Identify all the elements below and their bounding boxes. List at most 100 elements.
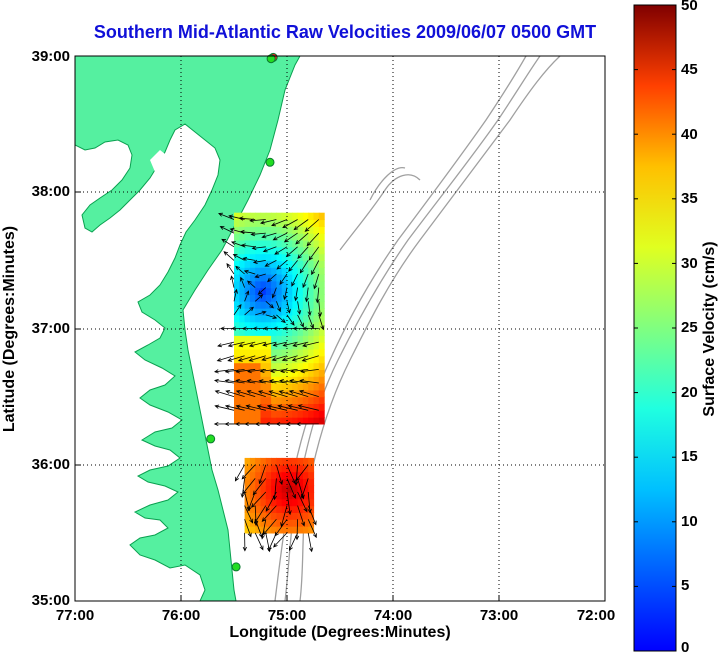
velocity-cell: [292, 328, 299, 336]
velocity-arrow: [268, 379, 288, 384]
velocity-cell: [308, 403, 315, 411]
velocity-cell: [318, 410, 325, 418]
velocity-cell: [255, 376, 262, 384]
velocity-cell: [302, 301, 309, 309]
velocity-cell: [239, 321, 246, 330]
velocity-arrow: [248, 355, 266, 362]
velocity-cell: [260, 498, 267, 507]
velocity-cell: [260, 294, 267, 302]
velocity-cell: [313, 233, 320, 241]
velocity-arrow: [286, 491, 292, 516]
velocity-cell: [260, 342, 267, 350]
velocity-cell: [239, 417, 246, 425]
velocity-cell: [276, 246, 283, 255]
velocity-cell: [255, 294, 262, 302]
velocity-cell: [276, 362, 283, 370]
velocity-cell: [239, 246, 246, 255]
velocity-cell: [302, 274, 309, 282]
velocity-cell: [244, 260, 251, 268]
velocity-cell: [234, 321, 240, 330]
velocity-cell: [276, 383, 283, 391]
velocity-cell: [276, 417, 283, 425]
velocity-arrow: [307, 491, 312, 514]
velocity-cell: [244, 321, 251, 330]
velocity-cell: [276, 314, 283, 323]
velocity-cell: [234, 280, 240, 289]
velocity-cell: [318, 362, 325, 370]
velocity-cell: [318, 383, 325, 391]
velocity-cell: [287, 526, 293, 534]
velocity-cell: [239, 362, 246, 370]
velocity-cell: [276, 355, 283, 364]
velocity-cell: [249, 492, 256, 500]
velocity-cell: [281, 498, 288, 507]
velocity-cell: [271, 328, 277, 336]
velocity-cell: [249, 239, 256, 248]
velocity-cell: [260, 301, 267, 309]
velocity-cell: [281, 362, 288, 370]
velocity-cell: [308, 383, 315, 391]
velocity-cell: [313, 267, 320, 275]
velocity-cell: [239, 212, 246, 221]
velocity-cell: [287, 239, 293, 248]
velocity-cell: [255, 417, 262, 425]
velocity-cell: [265, 478, 272, 486]
velocity-cell: [292, 246, 299, 255]
velocity-cell: [234, 219, 240, 227]
velocity-arrow: [289, 532, 298, 552]
velocity-cell: [297, 239, 304, 248]
velocity-cell: [313, 301, 320, 309]
velocity-cell: [281, 335, 288, 343]
tick-marks: [75, 191, 500, 601]
x-tick-label: 73:00: [479, 607, 519, 624]
colorbar-tick-label: 0: [681, 639, 690, 656]
velocity-cell: [318, 253, 325, 261]
velocity-cell: [260, 212, 267, 221]
radar-sites: [206, 52, 278, 572]
velocity-arrow: [301, 355, 319, 362]
velocity-arrow: [237, 355, 256, 362]
velocity-cell: [265, 335, 272, 343]
velocity-cell: [276, 519, 283, 527]
velocity-cell: [292, 308, 299, 316]
velocity-cell: [297, 478, 304, 486]
velocity-arrow: [257, 287, 267, 295]
velocity-cell: [234, 383, 240, 391]
velocity-arrow: [235, 369, 256, 374]
velocity-cell: [292, 410, 299, 418]
velocity-cell: [239, 308, 246, 316]
velocity-cell: [313, 280, 320, 289]
velocity-cell: [265, 471, 272, 479]
velocity-cell: [276, 280, 283, 289]
velocity-arrow: [262, 519, 277, 536]
velocity-cell: [244, 505, 251, 513]
velocity-cell: [287, 512, 293, 520]
velocity-arrow: [288, 390, 309, 397]
velocity-arrow: [291, 355, 309, 362]
velocity-cell: [271, 464, 277, 473]
velocity-cell: [308, 314, 315, 323]
velocity-cell: [255, 403, 262, 411]
velocity-arrow: [286, 478, 296, 499]
velocity-cell: [234, 342, 240, 350]
velocity-cell: [318, 396, 325, 404]
velocity-arrow: [265, 300, 275, 309]
velocity-arrow: [261, 355, 277, 361]
velocity-cell: [255, 226, 262, 234]
velocity-cell: [292, 335, 299, 343]
velocity-arrow: [299, 378, 319, 384]
velocity-cell: [244, 226, 251, 234]
velocity-arrow: [254, 505, 267, 524]
velocity-cell: [234, 403, 240, 411]
velocity-cell: [249, 212, 256, 221]
velocity-cell: [308, 396, 315, 404]
velocity-cell: [234, 260, 240, 268]
colorbar-tick-label: 35: [681, 190, 698, 207]
velocity-cell: [255, 335, 262, 343]
velocity-cell: [287, 389, 293, 398]
colorbar-tick-label: 50: [681, 0, 698, 14]
velocity-cell: [255, 492, 262, 500]
velocity-cell: [297, 512, 304, 520]
velocity-arrow: [233, 303, 242, 316]
velocity-arrow: [307, 301, 312, 317]
